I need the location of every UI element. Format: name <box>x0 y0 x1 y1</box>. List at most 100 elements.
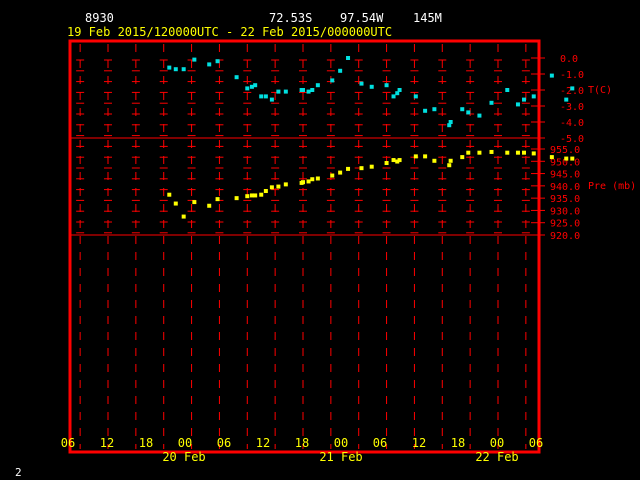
temperature-point <box>448 120 453 124</box>
pressure-point <box>448 158 453 163</box>
pressure-point <box>207 203 212 208</box>
pressure-point <box>346 166 351 171</box>
temperature-tick-label: -3.0 <box>560 102 584 113</box>
temperature-point <box>489 100 494 105</box>
temperature-point <box>549 73 554 78</box>
pressure-point <box>432 158 437 163</box>
pressure-point <box>413 154 418 159</box>
pressure-point <box>397 158 402 163</box>
pressure-point <box>249 193 254 198</box>
temperature-point <box>276 89 281 94</box>
time-tick-label: 06 <box>217 436 231 450</box>
pressure-point <box>359 166 364 171</box>
temperature-point <box>259 94 264 99</box>
pressure-point <box>276 184 281 189</box>
temperature-point <box>263 94 268 99</box>
temperature-axis: 0.0 -1.0 -2.0 -3.0 -4.0 -5.0 <box>531 54 584 145</box>
pressure-point <box>192 200 197 205</box>
temperature-point <box>391 94 396 99</box>
pressure-point <box>245 194 250 199</box>
time-tick-label: 00 <box>490 436 504 450</box>
pressure-point <box>395 159 400 164</box>
temperature-series <box>167 56 575 128</box>
temperature-point <box>531 94 536 99</box>
pressure-point <box>283 182 288 187</box>
time-period: 19 Feb 2015/120000UTC - 22 Feb 2015/0000… <box>67 25 392 39</box>
pressure-series <box>167 149 575 219</box>
pressure-point <box>384 161 389 166</box>
time-tick-label: 18 <box>295 436 309 450</box>
pressure-axis-label: Pre (mb) <box>588 181 636 192</box>
pressure-point <box>315 176 320 181</box>
pressure-point <box>564 156 569 161</box>
temperature-point <box>269 97 274 102</box>
day-label: 22 Feb <box>475 450 518 464</box>
pressure-tick-label: 945.0 <box>550 170 580 181</box>
pressure-point <box>215 197 220 202</box>
pressure-tick-label: 925.0 <box>550 219 580 230</box>
temperature-point <box>346 56 351 60</box>
temperature-point <box>253 83 258 88</box>
pressure-point <box>489 149 494 154</box>
day-label: 20 Feb <box>162 450 205 464</box>
temperature-point <box>466 110 471 115</box>
temperature-point <box>397 88 402 92</box>
pressure-point <box>447 163 452 168</box>
temperature-point <box>249 84 254 89</box>
temperature-tick-label: -4.0 <box>560 118 584 129</box>
time-tick-label: 12 <box>100 436 114 450</box>
temperature-point <box>564 97 569 102</box>
day-label: 21 Feb <box>319 450 362 464</box>
time-tick-label: 00 <box>178 436 192 450</box>
pressure-tick-label: 955.0 <box>550 145 580 156</box>
time-tick-label: 06 <box>61 436 75 450</box>
temperature-point <box>234 75 239 80</box>
temperature-point <box>359 81 364 86</box>
pressure-point <box>505 150 510 155</box>
temperature-point <box>515 102 520 107</box>
temperature-tick-label: -2.0 <box>560 86 584 97</box>
temperature-point <box>522 97 526 102</box>
pressure-tick-label: 920.0 <box>550 231 580 242</box>
temperature-point <box>330 78 335 83</box>
pressure-point <box>263 189 268 194</box>
temperature-point <box>181 67 186 72</box>
temperature-point <box>192 57 197 62</box>
station-longitude: 97.54W <box>340 11 384 25</box>
temperature-point <box>384 83 389 88</box>
temperature-point <box>432 107 437 112</box>
temperature-point <box>315 83 320 88</box>
pressure-tick-label: 950.0 <box>550 157 580 168</box>
pressure-point <box>477 150 482 155</box>
pressure-point <box>522 150 526 155</box>
pressure-point <box>466 150 471 155</box>
pressure-point <box>301 180 305 185</box>
pressure-point <box>423 154 428 159</box>
pressure-point <box>167 192 172 197</box>
pressure-point <box>570 156 575 161</box>
temperature-point <box>477 113 482 118</box>
temperature-point <box>245 86 250 91</box>
pressure-point <box>310 177 315 182</box>
temperature-tick-label: -5.0 <box>560 134 584 145</box>
time-tick-label: 18 <box>451 436 465 450</box>
pressure-point <box>259 192 264 197</box>
plot-frame <box>68 39 541 454</box>
pressure-point <box>253 193 258 198</box>
pressure-point <box>369 164 374 169</box>
temperature-point <box>207 62 212 67</box>
page-number: 2 <box>15 466 22 479</box>
pressure-point <box>269 185 274 190</box>
temperature-tick-label: 0.0 <box>560 54 578 65</box>
temperature-point <box>395 91 400 96</box>
temperature-point <box>173 67 178 72</box>
temperature-point <box>413 94 418 99</box>
temperature-point <box>283 89 288 94</box>
pressure-point <box>330 173 335 178</box>
temperature-axis-label: T(C) <box>588 85 612 96</box>
temperature-point <box>310 88 315 92</box>
pressure-tick-label: 935.0 <box>550 194 580 205</box>
pressure-point <box>234 196 239 201</box>
